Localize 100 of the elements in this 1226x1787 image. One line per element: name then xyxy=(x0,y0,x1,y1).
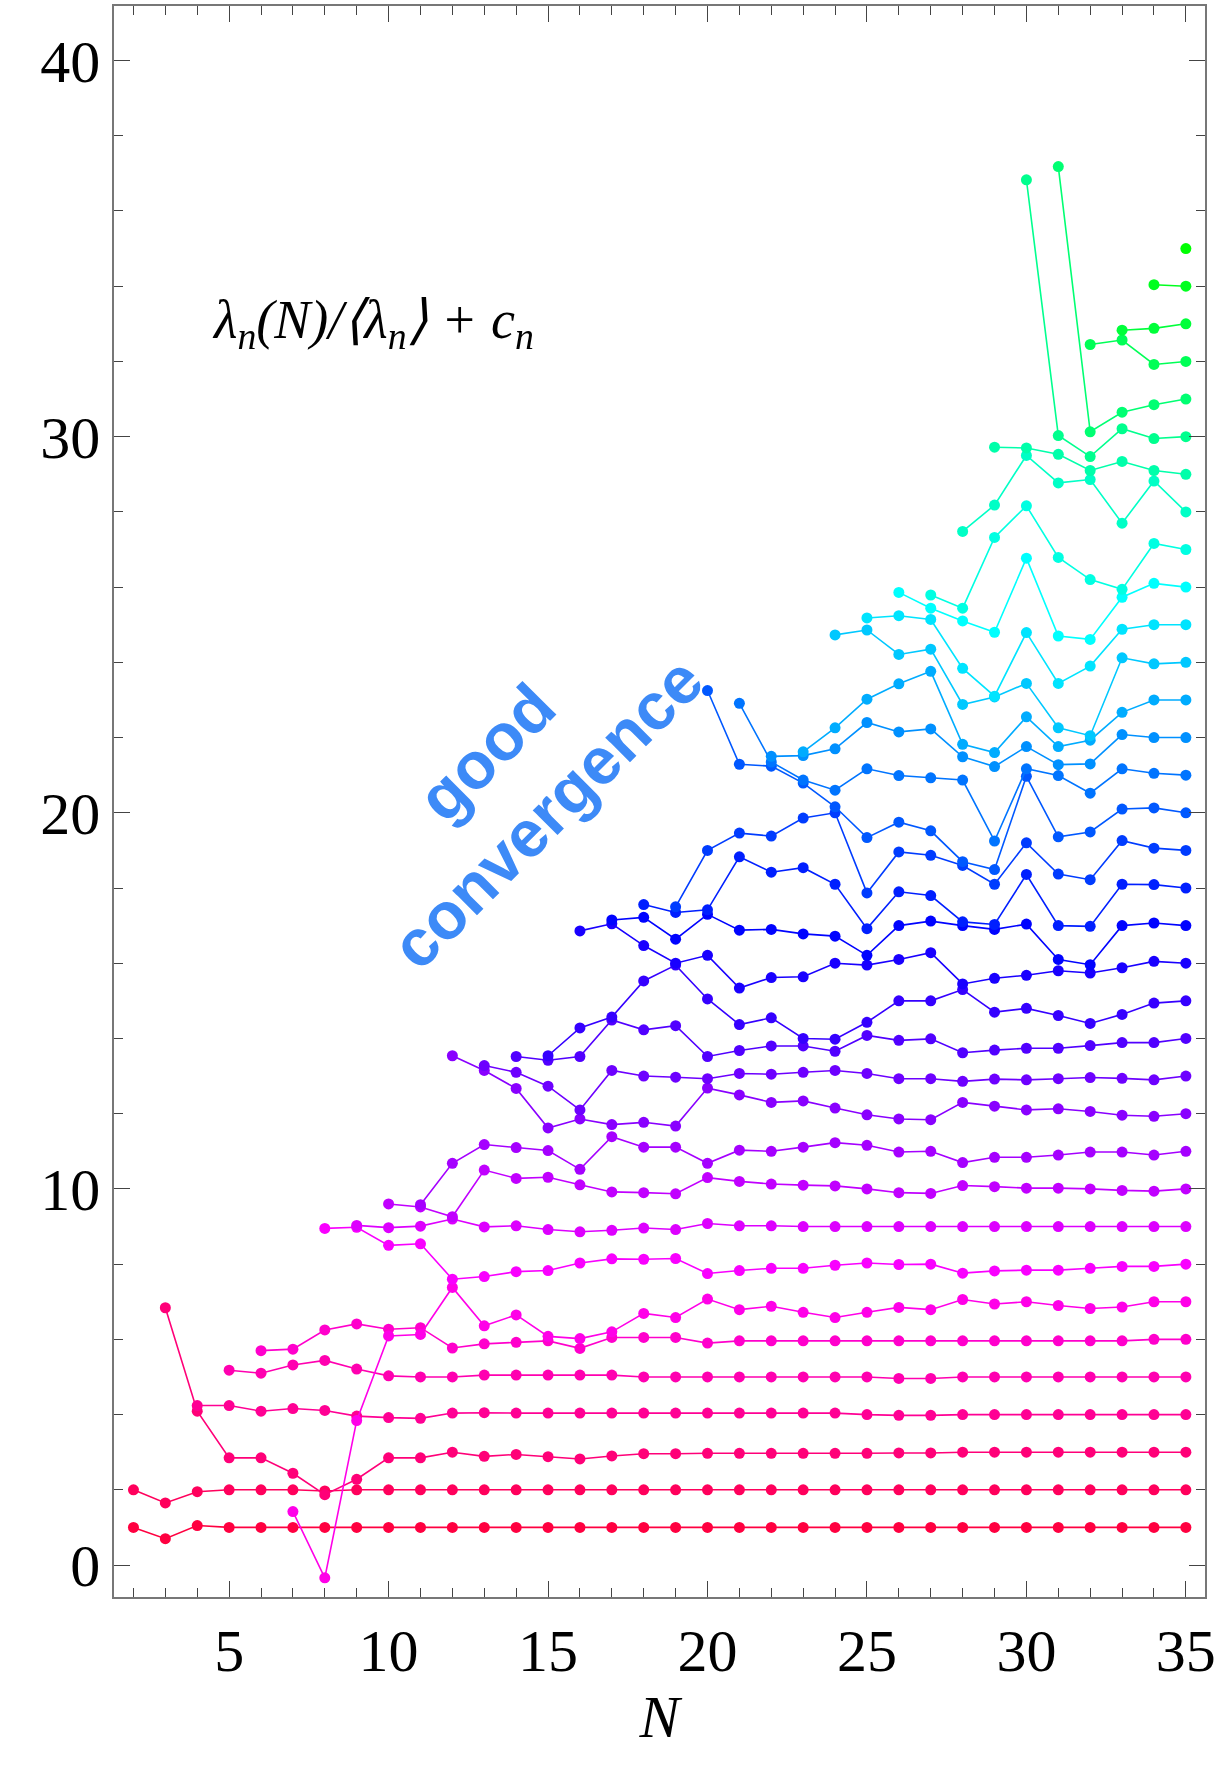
point xyxy=(1084,1521,1096,1533)
point xyxy=(1052,920,1064,932)
point xyxy=(733,1067,745,1079)
point xyxy=(1020,627,1032,639)
point xyxy=(159,1302,171,1314)
point xyxy=(1148,537,1160,549)
point xyxy=(765,1371,777,1383)
point xyxy=(1020,1335,1032,1347)
point xyxy=(446,1371,458,1383)
point xyxy=(893,1372,905,1384)
point xyxy=(861,1257,873,1269)
point xyxy=(606,1326,618,1338)
point xyxy=(638,1070,650,1082)
point xyxy=(733,1447,745,1459)
point xyxy=(733,1371,745,1383)
point xyxy=(1116,706,1128,718)
point xyxy=(829,1484,841,1496)
point xyxy=(861,717,873,729)
point xyxy=(702,993,713,1005)
point xyxy=(510,1082,522,1094)
point xyxy=(319,1222,331,1234)
point xyxy=(1084,959,1096,971)
point xyxy=(574,1022,586,1034)
point xyxy=(1148,802,1160,814)
point xyxy=(1180,656,1192,668)
x-tick-label: 20 xyxy=(677,1617,738,1684)
point xyxy=(893,886,905,898)
point xyxy=(733,982,745,994)
point xyxy=(829,1447,841,1459)
point xyxy=(1148,842,1160,854)
point xyxy=(542,1122,554,1134)
point xyxy=(1148,279,1160,291)
point xyxy=(925,849,937,861)
point xyxy=(861,1306,873,1318)
point xyxy=(510,1407,522,1419)
point xyxy=(893,1447,905,1459)
point xyxy=(861,1521,873,1533)
point xyxy=(191,1486,203,1498)
point xyxy=(893,1259,905,1271)
point xyxy=(957,1521,969,1533)
point xyxy=(1052,161,1064,173)
point xyxy=(351,1484,363,1496)
point xyxy=(957,1267,969,1279)
point xyxy=(893,770,905,782)
point xyxy=(1052,722,1064,734)
x-tick-label: 35 xyxy=(1155,1617,1216,1684)
point xyxy=(223,1364,235,1376)
point xyxy=(1084,1303,1096,1315)
point xyxy=(383,1198,395,1210)
point xyxy=(957,615,969,627)
point xyxy=(1020,1074,1032,1086)
point xyxy=(861,1447,873,1459)
point xyxy=(989,1100,1001,1112)
point xyxy=(1052,1182,1064,1194)
point xyxy=(989,1484,1001,1496)
point xyxy=(829,1407,841,1419)
point xyxy=(733,1019,745,1031)
point xyxy=(1052,1073,1064,1085)
point xyxy=(797,1521,809,1533)
point xyxy=(765,1145,777,1157)
y-tick-label: 10 xyxy=(40,1156,101,1223)
point xyxy=(989,1446,1001,1458)
point xyxy=(893,1301,905,1313)
point xyxy=(1020,1221,1032,1233)
point xyxy=(733,1304,745,1316)
point xyxy=(1180,468,1192,480)
point xyxy=(861,1484,873,1496)
point xyxy=(1084,1040,1096,1052)
point xyxy=(733,697,745,709)
point xyxy=(542,1484,554,1496)
point xyxy=(893,1521,905,1533)
point xyxy=(542,1407,554,1419)
point xyxy=(191,1400,203,1412)
point xyxy=(1020,969,1032,981)
point xyxy=(925,1258,937,1270)
point xyxy=(925,1145,937,1157)
point xyxy=(670,1484,682,1496)
point xyxy=(702,1337,713,1349)
point xyxy=(1084,451,1096,463)
point xyxy=(478,1407,490,1419)
point xyxy=(765,866,777,878)
point xyxy=(1052,1335,1064,1347)
point xyxy=(1148,732,1160,744)
x-axis-title: N xyxy=(638,1683,683,1750)
point xyxy=(829,801,841,813)
point xyxy=(957,1075,969,1087)
point xyxy=(1052,868,1064,880)
point xyxy=(670,1252,682,1264)
point xyxy=(925,723,937,735)
point xyxy=(989,972,1001,984)
point xyxy=(989,1221,1001,1233)
point xyxy=(1084,633,1096,645)
point xyxy=(893,1335,905,1347)
point xyxy=(542,1451,554,1463)
point xyxy=(510,1336,522,1348)
point xyxy=(893,995,905,1007)
point xyxy=(861,1183,873,1195)
y-tick-label: 40 xyxy=(40,28,101,95)
point xyxy=(1052,1446,1064,1458)
point xyxy=(1116,763,1128,775)
